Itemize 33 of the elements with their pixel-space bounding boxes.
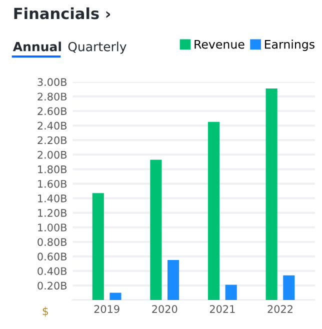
bar (208, 122, 220, 300)
x-tick-label: 2022 (268, 305, 292, 313)
y-tick-label: 1.40B (38, 194, 67, 202)
y-tick-label: 1.60B (38, 180, 67, 188)
y-tick-label: 2.20B (38, 136, 67, 144)
text: Annual (12, 42, 61, 52)
legend-label: Revenue (194, 40, 244, 49)
x-tick-label: 2019 (94, 305, 120, 313)
bar (266, 88, 278, 300)
y-axis-title: $ (42, 306, 48, 317)
legend-label: Earnings (264, 40, 314, 52)
y-tick-label: 2.60B (38, 107, 67, 116)
y-tick-label: 1.20B (38, 209, 67, 217)
chart-title: Financials › (14, 7, 110, 20)
y-tick-label: 0.20B (38, 282, 67, 290)
y-tick-label: 0.40B (38, 267, 67, 276)
bar (92, 193, 104, 300)
x-tick-label: 2021 (210, 305, 235, 313)
y-tick-label: 1.00B (38, 224, 67, 232)
bar (150, 160, 162, 300)
y-tick-label: 2.80B (38, 92, 67, 101)
y-tick-label: 0.80B (38, 238, 67, 246)
bar (283, 275, 295, 300)
bar (225, 284, 237, 300)
text: Quarterly (68, 42, 126, 54)
x-tick-label: 2020 (152, 305, 178, 313)
y-tick-label: 2.40B (38, 122, 67, 130)
y-tick-label: 0.60B (38, 252, 67, 261)
y-tick-label: 1.80B (38, 165, 67, 174)
bar (110, 292, 122, 300)
bar (168, 260, 180, 300)
y-tick-label: 2.00B (38, 150, 67, 159)
y-tick-label: 3.00B (38, 78, 67, 86)
